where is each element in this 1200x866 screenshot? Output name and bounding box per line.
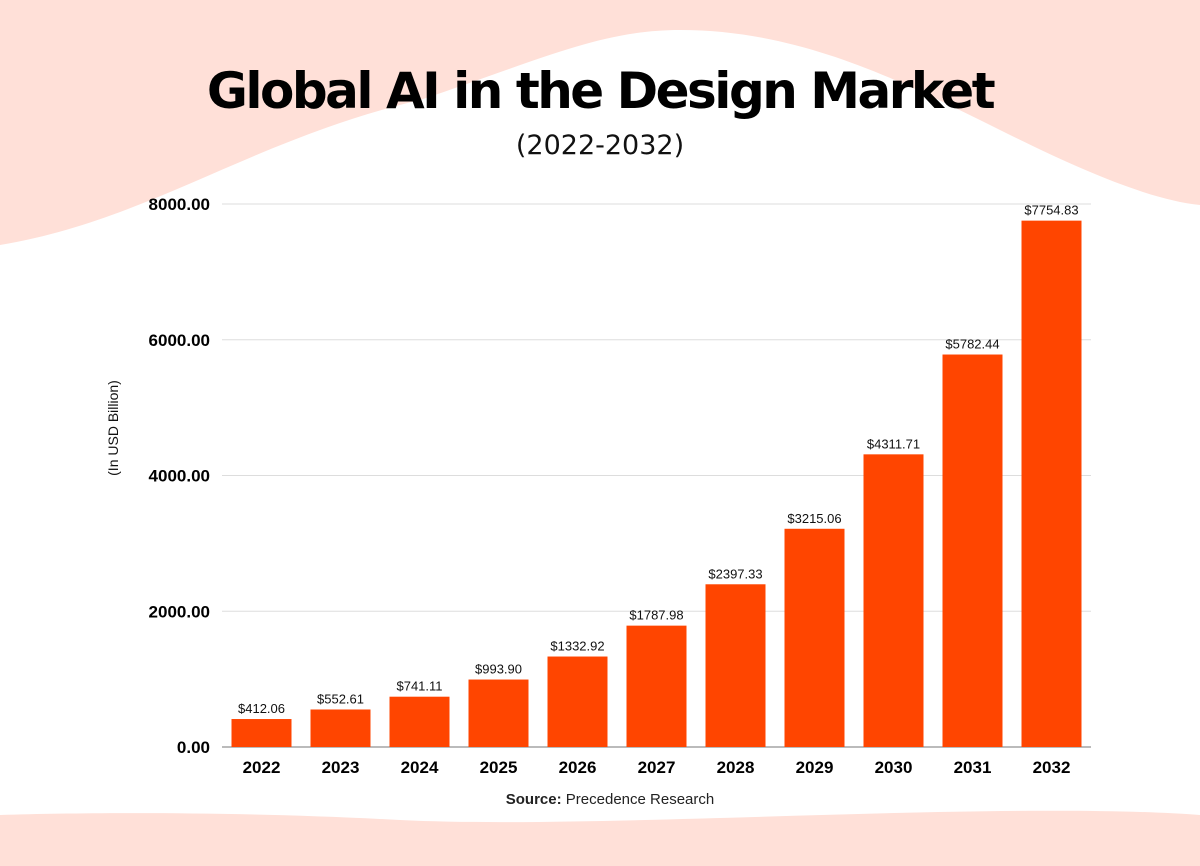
bar-2027 <box>626 625 687 747</box>
bar-2029 <box>784 528 845 747</box>
x-tick-label: 2031 <box>954 758 992 777</box>
data-label: $412.06 <box>238 701 285 716</box>
data-label: $2397.33 <box>708 566 762 581</box>
x-tick-label: 2027 <box>638 758 676 777</box>
data-label: $5782.44 <box>945 337 999 352</box>
x-tick-label: 2023 <box>322 758 360 777</box>
x-tick-label: 2026 <box>559 758 597 777</box>
y-tick-label: 4000.00 <box>149 467 210 486</box>
bar-2023 <box>310 709 371 747</box>
data-label: $4311.71 <box>867 436 920 451</box>
source-label: Source: <box>505 791 562 808</box>
y-tick-label: 2000.00 <box>149 602 210 621</box>
x-tick-label: 2029 <box>796 758 834 777</box>
y-tick-label: 6000.00 <box>149 331 210 350</box>
x-tick-label: 2030 <box>875 758 913 777</box>
y-axis-label: (In USD Billion) <box>105 380 121 476</box>
bar-2032 <box>1021 220 1082 747</box>
bar-2031 <box>942 354 1003 747</box>
bar-2030 <box>863 454 924 747</box>
y-tick-label: 8000.00 <box>149 195 210 214</box>
bar-2028 <box>705 584 766 747</box>
bar-2022 <box>231 719 292 747</box>
x-tick-label: 2024 <box>401 758 439 777</box>
x-tick-label: 2022 <box>243 758 281 777</box>
data-label: $993.90 <box>475 662 522 677</box>
data-label: $552.61 <box>317 691 364 706</box>
data-label: $7754.83 <box>1024 203 1078 218</box>
data-label: $3215.06 <box>787 511 841 526</box>
source-note: Source: Precedence Research <box>0 791 1200 808</box>
x-tick-label: 2025 <box>480 758 518 777</box>
bar-2025 <box>468 679 529 747</box>
y-tick-label: 0.00 <box>177 738 210 757</box>
chart-subtitle: (2022-2032) <box>515 130 685 161</box>
bar-2026 <box>547 656 608 747</box>
bar-2024 <box>389 696 450 747</box>
data-label: $1787.98 <box>629 608 683 623</box>
data-label: $741.11 <box>396 679 442 694</box>
data-label: $1332.92 <box>550 639 604 654</box>
x-tick-label: 2032 <box>1033 758 1071 777</box>
source-text: Precedence Research <box>565 791 715 808</box>
chart-title: Global AI in the Design Market <box>206 62 996 120</box>
x-tick-label: 2028 <box>717 758 755 777</box>
